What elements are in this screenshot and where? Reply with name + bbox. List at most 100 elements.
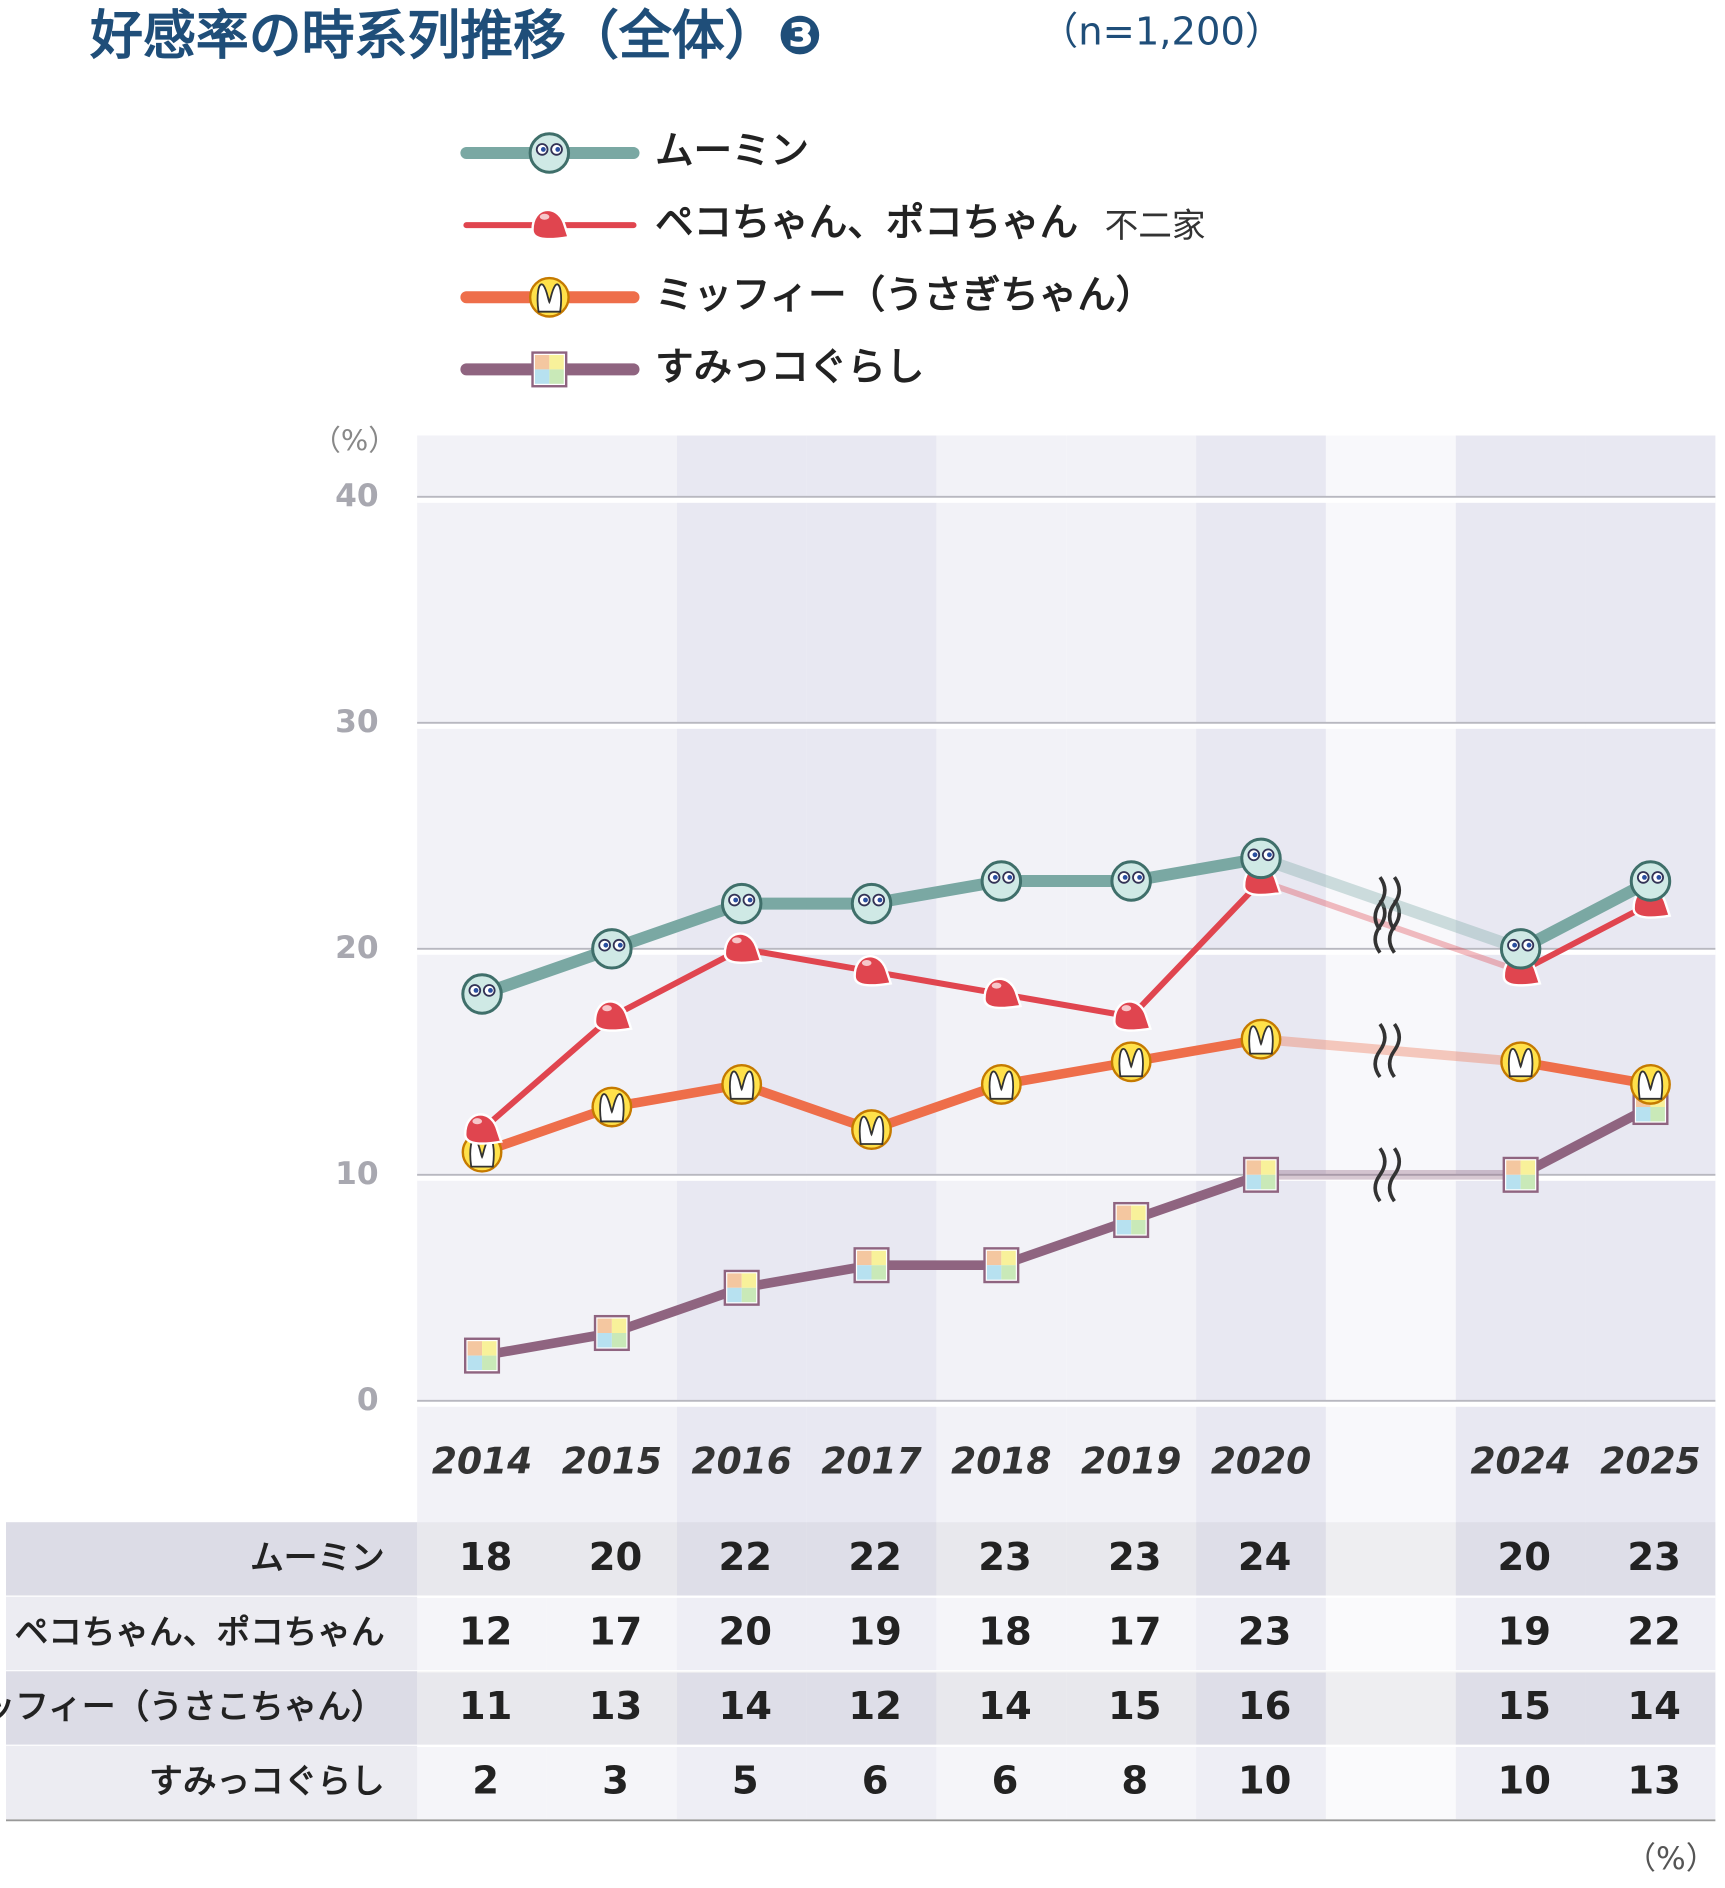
grid-gap	[417, 496, 1716, 503]
table-cell: 5	[732, 1759, 759, 1804]
table-cell: 19	[1497, 1609, 1551, 1654]
marker-pupil	[747, 897, 753, 903]
marker	[591, 1086, 633, 1128]
marker-cell	[1506, 1174, 1521, 1190]
marker-cell	[857, 1250, 872, 1266]
x-tick-label: 2018	[951, 1440, 1051, 1482]
table-cell: 24	[1238, 1535, 1292, 1580]
marker-ears	[1118, 1047, 1144, 1078]
marker-cell	[1001, 1250, 1016, 1266]
marker-body	[1629, 860, 1672, 902]
x-tick-label: 2015	[562, 1440, 662, 1482]
legend-marker	[528, 276, 570, 318]
break-mark	[1373, 1147, 1387, 1203]
series-line	[1517, 900, 1654, 975]
y-unit: （%）	[312, 424, 397, 458]
marker	[464, 1113, 503, 1145]
grid-gap	[417, 948, 1716, 955]
marker-pupil	[1122, 875, 1128, 880]
table-cell: 22	[1627, 1609, 1681, 1654]
table-cell: 11	[459, 1684, 513, 1729]
row-label-bg	[6, 1745, 418, 1821]
marker-cell	[727, 1287, 742, 1303]
legend-label: ミッフィー（うさぎちゃん）	[655, 273, 1154, 318]
marker-cell	[741, 1287, 757, 1303]
marker-cell	[534, 354, 550, 370]
break-mark	[1387, 876, 1402, 932]
marker-pupil	[488, 987, 493, 993]
legend-note: 不二家	[1105, 206, 1206, 245]
table-cell: 6	[862, 1759, 889, 1804]
series-line	[1515, 1056, 1656, 1090]
marker-cell	[1116, 1220, 1132, 1235]
table-cell: 17	[1108, 1609, 1162, 1654]
marker	[591, 928, 633, 970]
table-unit: （%）	[1625, 1841, 1717, 1877]
marker-pupil	[617, 942, 623, 948]
gap-connector	[1256, 1034, 1526, 1067]
marker-cell	[857, 1265, 872, 1280]
marker	[593, 1314, 630, 1352]
table-cell: 2	[472, 1759, 499, 1804]
marker-ears	[536, 283, 563, 313]
marker-pupil	[1526, 942, 1532, 948]
grid-gap	[417, 722, 1716, 729]
x-tick-label: 2017	[821, 1440, 922, 1482]
marker	[464, 1337, 501, 1374]
marker-pupil	[1512, 942, 1518, 948]
grid-gap	[417, 1174, 1716, 1181]
marker-cell	[1260, 1174, 1276, 1190]
marker-cell	[611, 1318, 627, 1333]
row-label: ミッフィー（うさこちゃん）	[0, 1687, 385, 1726]
table-cell: 10	[1238, 1759, 1292, 1804]
grid-gap	[417, 1400, 1716, 1407]
marker-pupil	[1656, 875, 1662, 880]
marker-cell	[1001, 1265, 1016, 1280]
marker-cell	[986, 1250, 1002, 1266]
table-cell: 15	[1497, 1684, 1551, 1729]
break-mark	[1387, 1147, 1402, 1203]
marker	[720, 882, 763, 925]
marker-cell	[1636, 1107, 1651, 1122]
marker-pupil	[1137, 875, 1142, 880]
table-cell: 16	[1238, 1684, 1292, 1729]
marker-body	[1240, 837, 1282, 880]
table-cell: 23	[1108, 1535, 1162, 1580]
table-cell: 14	[1627, 1684, 1681, 1729]
marker-cell	[1506, 1160, 1521, 1175]
row-label: ペコちゃん、ポコちゃん	[15, 1612, 385, 1651]
table-cell: 14	[719, 1684, 773, 1729]
marker	[983, 977, 1023, 1010]
legend-marker	[528, 132, 571, 174]
table-cell: 6	[992, 1759, 1019, 1804]
marker	[1113, 1000, 1152, 1032]
x-tick-label: 2024	[1470, 1440, 1570, 1482]
series-line	[1514, 875, 1657, 955]
marker-body	[720, 882, 763, 925]
table-cell: 15	[1108, 1684, 1162, 1729]
marker-cell	[871, 1250, 886, 1266]
legend-label: ペコちゃん、ポコちゃん	[655, 201, 1078, 246]
marker	[723, 1269, 760, 1306]
table-cell: 23	[1627, 1535, 1681, 1580]
y-tick-label: 30	[335, 704, 379, 740]
marker-pupil	[555, 147, 561, 152]
row-label: ムーミン	[250, 1538, 385, 1577]
table-cell: 14	[978, 1684, 1032, 1729]
table-cell: 13	[589, 1684, 643, 1729]
table-cell: 20	[589, 1535, 643, 1580]
marker-body	[1110, 860, 1152, 902]
table-cell: 23	[978, 1535, 1032, 1580]
row-stripe	[417, 1596, 1716, 1672]
marker	[1242, 1156, 1280, 1193]
marker	[1240, 837, 1282, 880]
marker	[1630, 1063, 1671, 1105]
break-mark	[1373, 898, 1387, 954]
marker-cell	[597, 1332, 612, 1348]
marker	[850, 882, 893, 925]
marker	[983, 1247, 1020, 1284]
y-tick-label: 10	[335, 1156, 379, 1192]
marker	[721, 1063, 763, 1105]
marker-shine	[861, 959, 872, 966]
